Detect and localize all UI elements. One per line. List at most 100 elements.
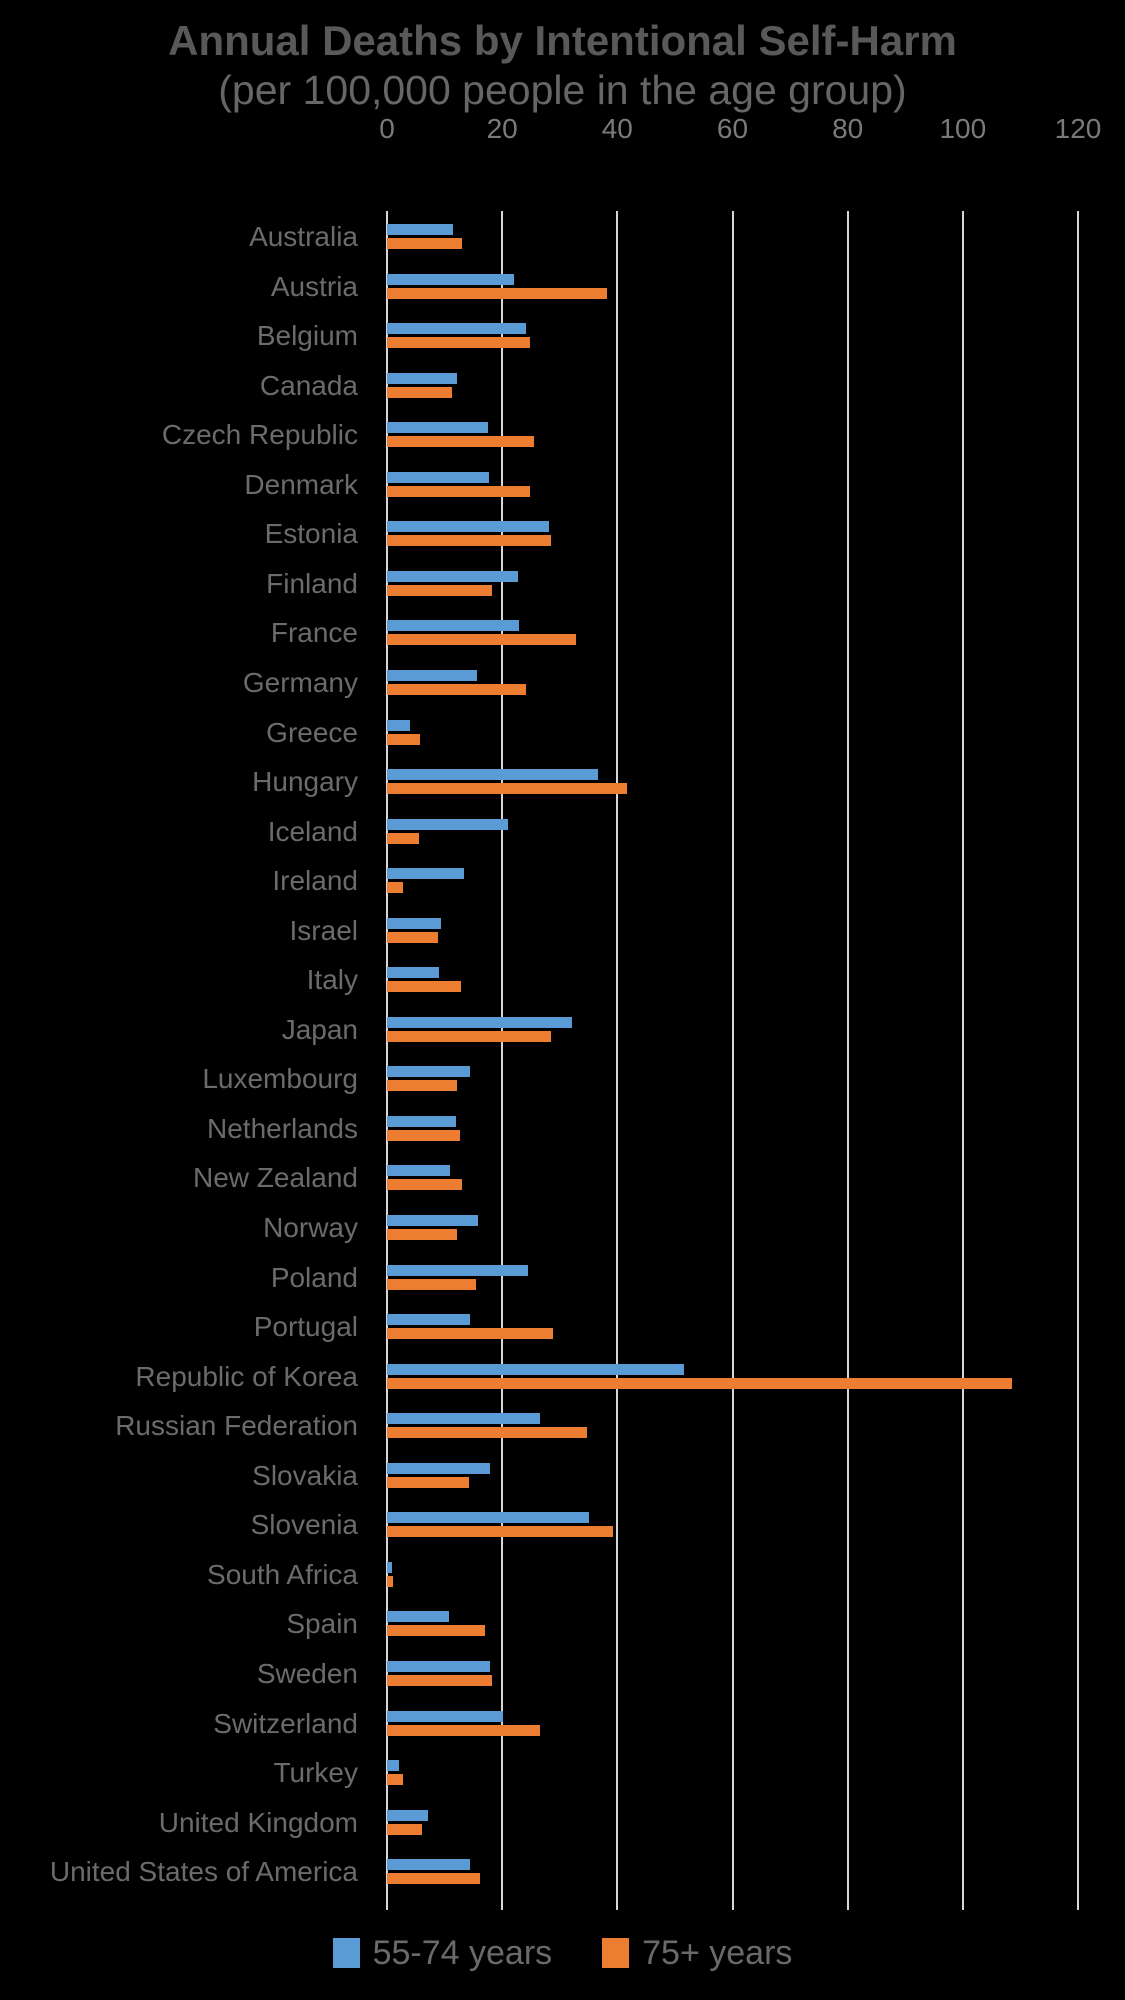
category-label: Ireland: [272, 865, 358, 897]
chart-row: Denmark: [0, 469, 1125, 500]
category-label: Poland: [270, 1261, 358, 1293]
category-label: Portugal: [253, 1311, 358, 1343]
chart-row: Sweden: [0, 1657, 1125, 1689]
gridline: [1077, 211, 1079, 1910]
bar-55-74-years: [387, 1859, 470, 1871]
x-tick-label: 80: [832, 113, 864, 144]
chart-row: Slovakia: [0, 1459, 1125, 1491]
bar-75-plus-years: [387, 1724, 541, 1736]
chart-subtitle: (per 100,000 people in the age group): [218, 67, 907, 113]
category-label: Australia: [249, 221, 358, 252]
x-tick-label: 0: [379, 113, 395, 144]
chart-row: Japan: [0, 1013, 1125, 1045]
bar-75-plus-years: [387, 436, 534, 448]
chart-row: Italy: [0, 964, 1125, 995]
x-tick-label: 100: [939, 113, 987, 144]
bar-55-74-years: [387, 1512, 590, 1524]
bar-75-plus-years: [387, 1328, 554, 1340]
chart-row: Czech Republic: [0, 419, 1125, 451]
bar-55-74-years: [387, 1710, 504, 1722]
bar-75-plus-years: [387, 1674, 492, 1686]
bar-75-plus-years: [387, 337, 531, 349]
chart-title: Annual Deaths by Intentional Self-Harm: [168, 17, 957, 64]
category-label: Slovenia: [250, 1509, 358, 1541]
bar-55-74-years: [387, 1165, 451, 1177]
gridline: [961, 211, 964, 1910]
chart-row: Luxembourg: [0, 1063, 1125, 1094]
chart-row: South Africa: [0, 1559, 1125, 1590]
bar-55-74-years: [387, 1413, 540, 1425]
bar-75-plus-years: [387, 783, 628, 794]
bar-55-74-years: [387, 1809, 428, 1821]
category-label: Slovakia: [252, 1459, 358, 1491]
category-label: Czech Republic: [161, 419, 358, 451]
category-label: Norway: [263, 1212, 358, 1243]
chart-row: Estonia: [0, 518, 1125, 549]
bar-55-74-years: [387, 1264, 528, 1276]
bar-55-74-years: [387, 670, 478, 681]
chart-row: United Kingdom: [0, 1806, 1125, 1838]
x-tick-label: 20: [486, 113, 518, 144]
chart-row: Germany: [0, 667, 1125, 698]
bar-75-plus-years: [387, 1873, 481, 1885]
legend-label: 75+ years: [642, 1934, 793, 1972]
chart-row: Iceland: [0, 816, 1125, 847]
chart-row: Russian Federation: [0, 1410, 1125, 1441]
bar-55-74-years: [387, 769, 599, 780]
bar-55-74-years: [387, 1363, 684, 1375]
bar-75-plus-years: [387, 1476, 469, 1488]
chart-row: Switzerland: [0, 1708, 1125, 1739]
bar-55-74-years: [387, 818, 508, 830]
category-label: Hungary: [252, 766, 358, 797]
bar-55-74-years: [387, 1115, 457, 1127]
category-label: Japan: [281, 1013, 358, 1045]
bar-75-plus-years: [387, 535, 552, 547]
chart-row: Hungary: [0, 766, 1125, 797]
gridline: [846, 211, 849, 1910]
bar-75-plus-years: [387, 1278, 476, 1290]
chart-row: Spain: [0, 1608, 1125, 1640]
bar-55-74-years: [387, 471, 489, 483]
x-tick-label: 120: [1054, 113, 1102, 144]
chart-row: Republic of Korea: [0, 1361, 1125, 1392]
chart-row: Poland: [0, 1261, 1125, 1293]
bar-75-plus-years: [387, 1526, 614, 1538]
chart-row: Israel: [0, 914, 1125, 946]
bar-75-plus-years: [387, 1080, 458, 1092]
bar-75-plus-years: [387, 1774, 403, 1785]
category-label: France: [270, 617, 358, 649]
bar-55-74-years: [387, 1215, 478, 1226]
bar-55-74-years: [387, 1016, 572, 1028]
x-tick-label: 60: [716, 113, 749, 144]
bar-55-74-years: [387, 1314, 470, 1326]
category-label: Finland: [266, 567, 358, 599]
category-label: Israel: [289, 914, 358, 946]
bar-55-74-years: [387, 719, 410, 731]
category-label: Turkey: [273, 1757, 358, 1788]
chart-row: Austria: [0, 271, 1125, 302]
category-label: United Kingdom: [158, 1806, 358, 1838]
chart-row: Australia: [0, 221, 1125, 252]
gridline: [616, 211, 619, 1910]
category-label: Germany: [242, 667, 358, 698]
bar-75-plus-years: [387, 238, 463, 249]
category-label: Netherlands: [207, 1112, 358, 1144]
bar-75-plus-years: [387, 882, 403, 894]
gridline: [731, 211, 734, 1910]
bar-75-plus-years: [387, 733, 421, 745]
category-label: Sweden: [256, 1657, 358, 1689]
bar-75-plus-years: [387, 1823, 423, 1835]
bar-55-74-years: [387, 372, 458, 384]
bar-55-74-years: [387, 917, 442, 929]
legend-label: 55-74 years: [372, 1934, 553, 1972]
chart-row: United States of America: [0, 1856, 1125, 1887]
bar-55-74-years: [387, 1462, 490, 1474]
gridline: [501, 211, 504, 1910]
bar-55-74-years: [387, 273, 515, 285]
bar-75-plus-years: [387, 485, 531, 497]
chart-row: Slovenia: [0, 1509, 1125, 1541]
category-label: Spain: [286, 1608, 358, 1640]
bar-55-74-years: [387, 1760, 400, 1771]
bar-75-plus-years: [387, 1575, 393, 1587]
